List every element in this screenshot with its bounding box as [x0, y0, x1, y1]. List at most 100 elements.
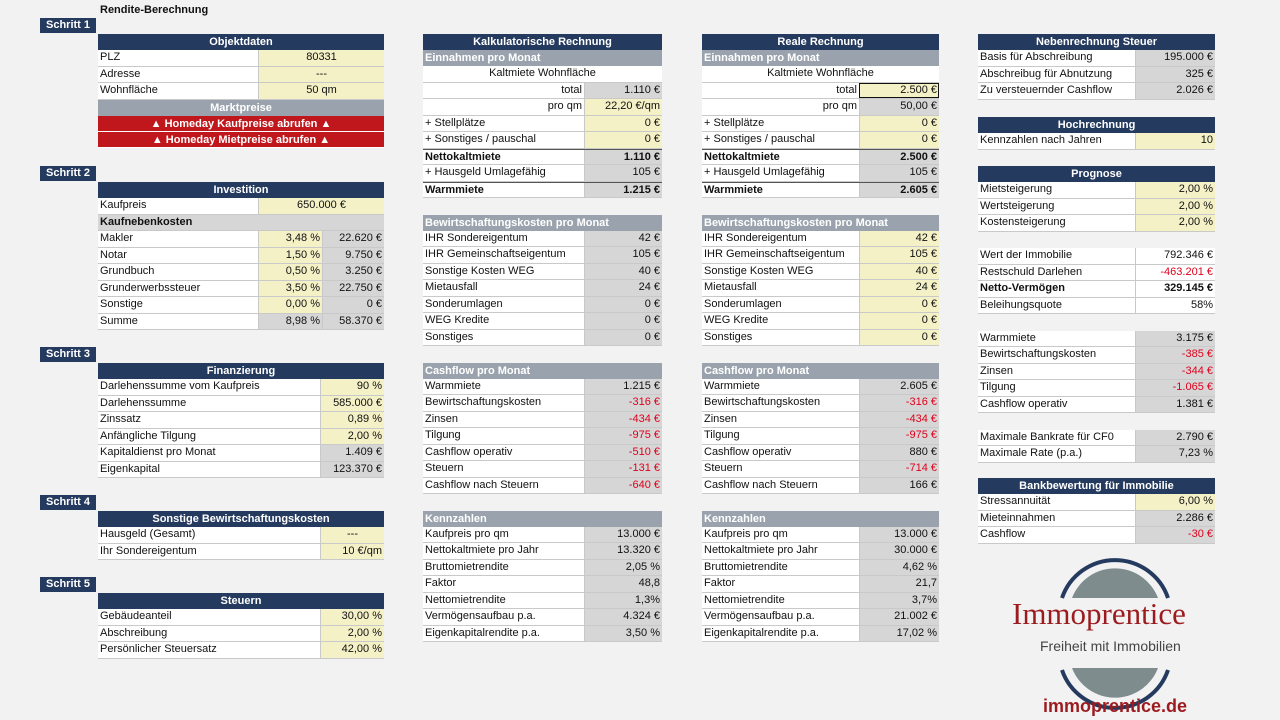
finanzierung-input[interactable]: 2,00 % [320, 428, 384, 444]
real-kennzahl-label: Eigenkapitalrendite p.a. [704, 626, 819, 639]
investition-percent-input[interactable]: 0,00 % [258, 297, 322, 313]
table-row: Vermögensaufbau p.a. 21.002 € [702, 609, 939, 626]
step-2-label: Schritt 2 [40, 166, 96, 181]
kalk-einnahmen-label: Einnahmen pro Monat [423, 50, 662, 66]
finanzierung-value: 1.409 € [320, 445, 384, 461]
real-bewirtschaftung-input[interactable]: 105 € [859, 247, 939, 263]
investition-row-label: Grundbuch [100, 265, 155, 277]
table-row: Grunderwerbssteuer 3,50 % 22.750 € [98, 280, 384, 297]
real-bewirtschaftung-input[interactable]: 42 € [859, 230, 939, 246]
table-row: Anfängliche Tilgung 2,00 % [98, 428, 384, 445]
kalk-cashflow-value: -131 € [584, 461, 662, 477]
nebenrechnung-steuer-table: Nebenrechnung Steuer Basis für Abschreib… [978, 34, 1215, 100]
sonstige-input[interactable]: 10 €/qm [320, 543, 384, 559]
table-row: Makler 3,48 % 22.620 € [98, 231, 384, 248]
kalk-einnahmen-input[interactable]: 0 € [584, 132, 662, 148]
real-bewirtschaftung-label: Bewirtschaftungskosten pro Monat [702, 214, 939, 231]
real-einnahmen-input[interactable]: 0 € [859, 115, 939, 131]
kennzahlen-jahre-input[interactable]: 10 [1135, 133, 1215, 149]
nebenrechnung-value: 2.026 € [1135, 83, 1215, 99]
bankbewertung-table: Bankbewertung für Immobilie Stressannuit… [978, 478, 1215, 544]
table-row: Cashflow operativ 880 € [702, 444, 939, 461]
adresse-input[interactable]: --- [258, 66, 384, 82]
steuern-row-label: Abschreibung [100, 626, 168, 639]
real-total-input[interactable]: 2.500 € [859, 82, 939, 98]
real-bewirtschaftung-input[interactable]: 0 € [859, 296, 939, 312]
prognose-steigerung-input[interactable]: 2,00 % [1135, 198, 1215, 214]
prognose-steigerung-input[interactable]: 2,00 % [1135, 215, 1215, 231]
table-row: Maximale Bankrate für CF0 2.790 € [978, 429, 1215, 446]
steuern-input[interactable]: 30,00 % [320, 609, 384, 625]
investition-percent-input[interactable]: 1,50 % [258, 247, 322, 263]
table-row: + Hausgeld Umlagefähig 105 € [423, 165, 662, 182]
table-row: Steuern -714 € [702, 461, 939, 478]
kalk-cashflow-row-label: Bewirtschaftungskosten [425, 396, 542, 408]
real-einnahmen-row-label: + Sonstiges / pauschal [704, 133, 815, 145]
table-row: Bewirtschaftungskosten -316 € [702, 395, 939, 412]
table-row: Kostensteigerung 2,00 % [978, 215, 1215, 232]
kalk-warmmiete-value: 1.215 € [584, 182, 662, 197]
real-bewirtschaftung-input[interactable]: 24 € [859, 280, 939, 296]
objektdaten-table: Objektdaten PLZ 80331 Adresse --- Wohnfläc… [98, 34, 384, 148]
step-1-label: Schritt 1 [40, 18, 96, 33]
real-kennzahl-value: 17,02 % [859, 625, 939, 641]
homeday-kaufpreise-button[interactable]: ▲ Homeday Kaufpreise abrufen ▲ [98, 115, 384, 132]
table-row: Sonstiges 0 € [702, 329, 939, 346]
table-row: WEG Kredite 0 € [702, 313, 939, 330]
table-row: Cashflow nach Steuern -640 € [423, 477, 662, 494]
kaufpreis-input[interactable]: 650.000 € [258, 198, 384, 214]
wohnflaeche-input[interactable]: 50 qm [258, 83, 384, 99]
bank-value: -30 € [1135, 527, 1215, 543]
real-cashflow-row-label: Zinsen [704, 412, 738, 425]
investition-percent-input[interactable]: 3,50 % [258, 280, 322, 296]
kalk-kennzahl-label: Vermögensaufbau p.a. [425, 610, 536, 622]
prognose-vermoegen-label: Netto-Vermögen [980, 282, 1065, 294]
prognose-bankrate-label: Maximale Bankrate für CF0 [980, 430, 1114, 443]
investition-percent-input[interactable]: 3,48 % [258, 231, 322, 247]
finanzierung-input[interactable]: 90 % [320, 379, 384, 395]
table-row: + Sonstiges / pauschal 0 € [702, 132, 939, 149]
table-row: Eigenkapitalrendite p.a. 17,02 % [702, 625, 939, 642]
steuern-input[interactable]: 42,00 % [320, 642, 384, 658]
prognose-steigerung-input[interactable]: 2,00 % [1135, 182, 1215, 198]
real-bewirtschaftung-input[interactable]: 0 € [859, 313, 939, 329]
table-row: Warmmiete 3.175 € [978, 330, 1215, 347]
table-row: Tilgung -975 € [702, 428, 939, 445]
kalk-proqm-input[interactable]: 22,20 €/qm [584, 99, 662, 115]
homeday-mietpreise-button[interactable]: ▲ Homeday Mietpreise abrufen ▲ [98, 131, 384, 148]
table-row: Nettokaltmiete pro Jahr 13.320 € [423, 543, 662, 560]
sonstige-input[interactable]: --- [320, 527, 384, 543]
table-row: Notar 1,50 % 9.750 € [98, 247, 384, 264]
real-kennzahl-label: Nettomietrendite [704, 593, 785, 606]
kalk-cashflow-value: -640 € [584, 477, 662, 493]
prognose-cashflow-label: Cashflow operativ [980, 397, 1068, 410]
steuern-input[interactable]: 2,00 % [320, 625, 384, 641]
immoprentice-logo [1060, 558, 1170, 710]
finanzierung-input[interactable]: 585.000 € [320, 395, 384, 411]
plz-input[interactable]: 80331 [258, 50, 384, 66]
kalk-bewirtschaftung-value: 24 € [584, 280, 662, 296]
kalk-bewirtschaftung-row-label: IHR Sondereigentum [425, 231, 528, 244]
logo-url-link[interactable]: immoprentice.de [1043, 696, 1188, 716]
real-kennzahl-value: 21,7 [859, 576, 939, 592]
real-bewirtschaftung-row-label: Mietausfall [704, 281, 757, 293]
kalk-warmmiete-label: Warmmiete [425, 183, 484, 196]
bank-input[interactable]: 6,00 % [1135, 494, 1215, 510]
kalk-kennzahl-label: Nettomietrendite [425, 593, 506, 606]
prognose-vermoegen-label: Beleihungsquote [980, 298, 1062, 311]
real-kennzahl-value: 3,7% [859, 592, 939, 608]
real-einnahmen-input[interactable]: 0 € [859, 132, 939, 148]
table-row: Kaltmiete Wohnfläche [423, 66, 662, 83]
real-bewirtschaftung-input[interactable]: 40 € [859, 263, 939, 279]
kalk-einnahmen-input[interactable]: 0 € [584, 115, 662, 131]
investition-percent-input[interactable]: 0,50 % [258, 264, 322, 280]
real-bewirtschaftung-input[interactable]: 0 € [859, 329, 939, 345]
table-row: Mietausfall 24 € [423, 280, 662, 297]
prognose-cashflow-value: -385 € [1135, 347, 1215, 363]
table-row: Cashflow -30 € [978, 527, 1215, 544]
finanzierung-input[interactable]: 0,89 % [320, 412, 384, 428]
real-cashflow-value: -975 € [859, 428, 939, 444]
table-row: Grundbuch 0,50 % 3.250 € [98, 264, 384, 281]
plz-label: PLZ [100, 51, 121, 63]
kalk-proqm-label: pro qm [547, 100, 582, 112]
